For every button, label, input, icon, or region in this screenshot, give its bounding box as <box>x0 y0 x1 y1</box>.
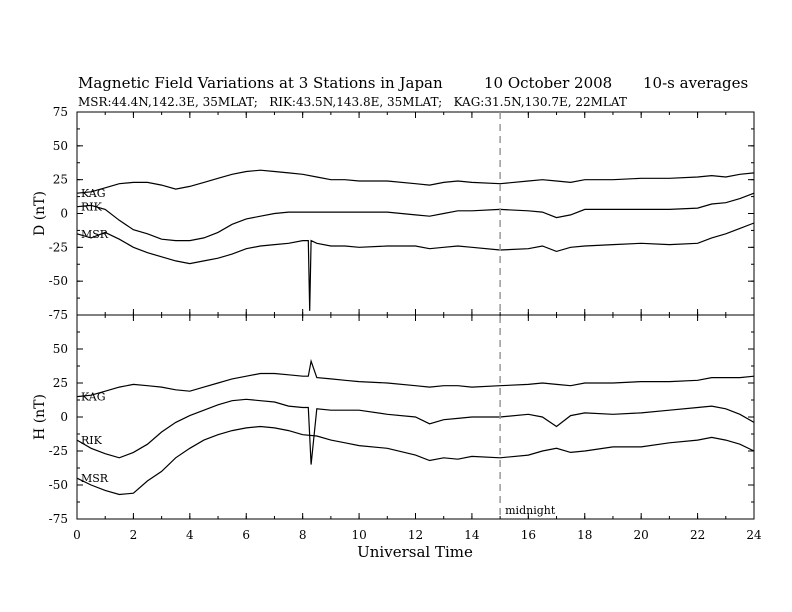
y-tick-label: -75 <box>49 308 68 322</box>
y-tick-label: 0 <box>60 410 68 424</box>
y-tick-label: 75 <box>53 105 68 119</box>
chart-title: Magnetic Field Variations at 3 Stations … <box>78 74 443 92</box>
x-tick-label: 2 <box>130 528 138 542</box>
series-label-msr: MSR <box>81 228 109 241</box>
panel-frame-0 <box>76 111 755 316</box>
x-tick-label: 8 <box>299 528 307 542</box>
y-tick-label: -50 <box>49 274 68 288</box>
series-line-rik <box>76 398 755 465</box>
series-line-msr <box>76 222 755 311</box>
y-tick-label: -50 <box>49 478 68 492</box>
series-label-kag: KAG <box>81 187 106 200</box>
chart-subtitle: MSR:44.4N,142.3E, 35MLAT; RIK:43.5N,143.… <box>78 95 627 109</box>
y-axis-label-0: D (nT) <box>32 191 48 236</box>
y-tick-label: 25 <box>53 376 68 390</box>
x-tick-label: 20 <box>634 528 649 542</box>
series-line-msr <box>76 425 755 496</box>
x-tick-label: 14 <box>464 528 480 542</box>
y-tick-label: -75 <box>49 512 68 526</box>
x-tick-label: 4 <box>186 528 194 542</box>
x-tick-label: 22 <box>690 528 705 542</box>
y-tick-label: 50 <box>53 139 68 153</box>
chart-averaging: 10-s averages <box>643 74 748 92</box>
series-label-kag: KAG <box>81 391 106 404</box>
x-tick-label: 16 <box>521 528 536 542</box>
midnight-label: midnight <box>505 504 556 517</box>
series-line-rik <box>76 192 755 242</box>
chart-date: 10 October 2008 <box>484 74 612 92</box>
x-tick-label: 10 <box>351 528 366 542</box>
y-tick-label: 50 <box>53 342 68 356</box>
series-label-rik: RIK <box>81 434 103 447</box>
x-tick-label: 0 <box>73 528 81 542</box>
x-axis-label: Universal Time <box>357 543 473 561</box>
series-line-kag <box>76 358 755 398</box>
y-tick-label: 0 <box>60 207 68 221</box>
y-tick-label: 25 <box>53 173 68 187</box>
x-tick-label: 6 <box>242 528 250 542</box>
x-tick-label: 24 <box>746 528 762 542</box>
y-tick-label: -25 <box>49 444 68 458</box>
y-tick-label: -25 <box>49 240 68 254</box>
series-label-rik: RIK <box>81 201 103 214</box>
series-label-msr: MSR <box>81 472 109 485</box>
series-line-kag <box>76 169 755 194</box>
x-tick-label: 18 <box>577 528 592 542</box>
y-axis-label-1: H (nT) <box>32 394 48 440</box>
x-tick-label: 12 <box>408 528 423 542</box>
